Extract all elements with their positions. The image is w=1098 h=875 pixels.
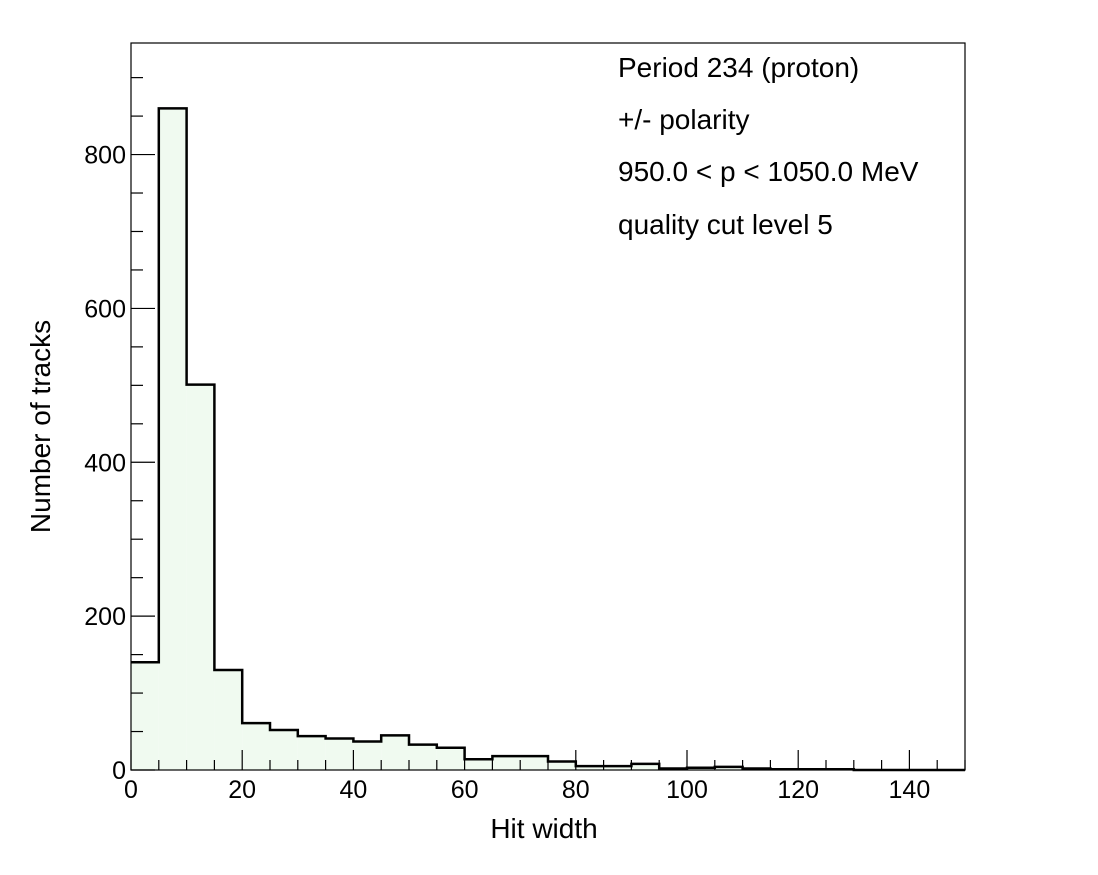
x-tick-label: 140 <box>889 776 931 804</box>
histogram-bin <box>270 729 298 770</box>
histogram-bin <box>409 744 437 770</box>
y-tick-label: 600 <box>84 295 126 323</box>
x-axis-title: Hit width <box>490 813 597 844</box>
y-tick-label: 800 <box>84 142 126 170</box>
axis-ticks <box>130 77 966 771</box>
y-tick-label: 0 <box>112 757 126 785</box>
histogram-outline <box>131 107 965 772</box>
x-tick-labels: 0 20 40 60 80 100 120 140 <box>124 776 930 804</box>
annotation-momentum-range: 950.0 < p < 1050.0 MeV <box>618 156 919 187</box>
histogram-bin <box>548 761 576 770</box>
histogram-bin <box>520 756 548 770</box>
histogram-bin <box>186 384 215 770</box>
histogram-bin <box>603 766 632 770</box>
x-tick-label: 60 <box>451 776 479 804</box>
histogram-bin <box>464 759 493 770</box>
histogram-bin <box>492 756 521 770</box>
histogram-bin <box>158 108 187 770</box>
x-tick-label: 120 <box>777 776 819 804</box>
annotation-polarity: +/- polarity <box>618 104 750 135</box>
annotation-quality-cut: quality cut level 5 <box>618 209 833 240</box>
y-tick-labels: 0 200 400 600 800 <box>84 142 126 785</box>
x-tick-label: 100 <box>666 776 708 804</box>
plot-frame <box>130 42 966 771</box>
histogram-bin <box>436 747 465 770</box>
histogram-bin <box>353 741 382 770</box>
histogram-bin <box>714 766 743 770</box>
x-tick-label: 40 <box>339 776 367 804</box>
x-tick-label: 20 <box>228 776 256 804</box>
y-tick-label: 400 <box>84 449 126 477</box>
histogram-bin <box>631 763 660 770</box>
x-tick-label: 0 <box>124 776 138 804</box>
histogram-bin <box>575 766 604 770</box>
y-axis-title: Number of tracks <box>25 320 56 533</box>
annotation-block: Period 234 (proton) +/- polarity 950.0 <… <box>618 52 919 240</box>
histogram-bars <box>131 108 854 770</box>
annotation-period: Period 234 (proton) <box>618 52 859 83</box>
histogram-bin <box>242 723 270 770</box>
histogram-bin <box>131 662 159 770</box>
histogram-bin <box>381 735 409 770</box>
histogram-bin <box>325 738 354 770</box>
histogram-bin <box>297 736 326 770</box>
y-tick-label: 200 <box>84 603 126 631</box>
histogram-bin <box>214 669 243 770</box>
x-tick-label: 80 <box>562 776 590 804</box>
